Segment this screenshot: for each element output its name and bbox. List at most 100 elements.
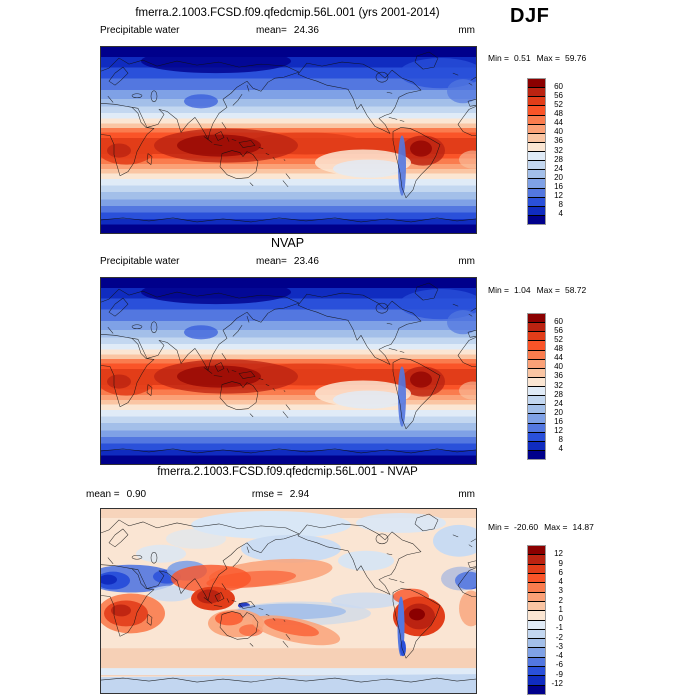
colorbar-cell	[528, 151, 545, 161]
colorbar-tick-label: 8	[558, 199, 563, 209]
panel1-field-label: Precipitable water	[100, 25, 180, 36]
colorbar-tick-label: 40	[554, 362, 563, 372]
colorbar-cell	[528, 205, 545, 215]
colorbar-tick-label: -12	[551, 678, 563, 688]
colorbar-tick-label: -9	[555, 669, 563, 679]
colorbar-tick-label: 28	[554, 154, 563, 164]
colorbar-cell	[528, 114, 545, 124]
colorbar-cell	[528, 314, 545, 323]
panel1-units: mm	[458, 25, 475, 36]
colorbar-tick-label: 28	[554, 389, 563, 399]
colorbar-cell	[528, 331, 545, 341]
colorbar-tick-label: 56	[554, 325, 563, 335]
colorbar-tick-label: 36	[554, 371, 563, 381]
colorbar-tick-label: 16	[554, 416, 563, 426]
colorbar-cell	[528, 132, 545, 142]
panel3-header: mean = 0.90 rmse = 2.94 mm	[86, 489, 475, 501]
colorbar-nvap-ticks: 60 56 52 48 44 40 36 32 28 24 20 16 12 8 4	[547, 313, 563, 458]
colorbar-tick-label: 24	[554, 398, 563, 408]
map-model-precipitable-water	[100, 46, 477, 234]
colorbar-tick-label: 16	[554, 181, 563, 191]
colorbar-cell	[528, 572, 545, 583]
colorbar-cell	[528, 322, 545, 332]
colorbar-tick-label: 20	[554, 172, 563, 182]
season-label: DJF	[510, 5, 550, 27]
colorbar-tick-label: 52	[554, 100, 563, 110]
colorbar-cell	[528, 413, 545, 423]
colorbar-cell	[528, 431, 545, 441]
colorbar-cell	[528, 563, 545, 573]
panel2-units: mm	[458, 256, 475, 267]
colorbar-cell	[528, 422, 545, 432]
panel2-mean-value: 23.46	[293, 256, 319, 267]
colorbar-tick-label: -4	[555, 650, 563, 660]
colorbar-cell	[528, 404, 545, 414]
colorbar-cell	[528, 684, 545, 694]
colorbar-tick-label: 56	[554, 90, 563, 100]
panel3-mean-value: 0.90	[126, 489, 147, 500]
panel3-rmse-value: 2.94	[289, 489, 310, 500]
panel2-minmax: Min = 1.04 Max = 58.72	[488, 285, 587, 295]
colorbar-cell	[528, 96, 545, 106]
colorbar-tick-label: 12	[554, 190, 563, 200]
colorbar-tick-label: 20	[554, 407, 563, 417]
colorbar-cell	[528, 656, 545, 667]
colorbar-cell	[528, 638, 545, 648]
panel2-min-value: 1.04	[514, 285, 531, 295]
colorbar-cell	[528, 214, 545, 224]
colorbar-tick-label: 0	[558, 613, 563, 623]
colorbar-difference	[527, 545, 546, 695]
colorbar-tick-label: 60	[554, 81, 563, 91]
colorbar-tick-label: 40	[554, 127, 563, 137]
panel1-min-value: 0.51	[514, 53, 531, 63]
colorbar-tick-label: -2	[555, 632, 563, 642]
colorbar-nvap	[527, 313, 546, 460]
colorbar-cell	[528, 666, 545, 676]
colorbar-tick-label: 12	[554, 425, 563, 435]
colorbar-cell	[528, 123, 545, 133]
colorbar-cell	[528, 169, 545, 179]
colorbar-cell	[528, 554, 545, 564]
colorbar-cell	[528, 141, 545, 151]
colorbar-cell	[528, 178, 545, 188]
colorbar-cell	[528, 349, 545, 359]
colorbar-tick-label: 3	[558, 586, 563, 596]
colorbar-cell	[528, 358, 545, 368]
panel3-mean: mean = 0.90	[86, 489, 147, 500]
colorbar-tick-label: 48	[554, 344, 563, 354]
colorbar-tick-label: 12	[554, 549, 563, 559]
colorbar-tick-label: 4	[558, 576, 563, 586]
colorbar-tick-label: 4	[558, 443, 563, 453]
colorbar-cell	[528, 582, 545, 592]
colorbar-tick-label: 6	[558, 567, 563, 577]
colorbar-tick-label: -1	[555, 623, 563, 633]
colorbar-tick-label: 4	[558, 208, 563, 218]
panel3-minmax: Min = -20.60 Max = 14.87	[488, 522, 594, 532]
colorbar-model-ticks: 60 56 52 48 44 40 36 32 28 24 20 16 12 8 4	[547, 78, 563, 223]
panel2-header: Precipitable water mean= 23.46 mm	[100, 256, 475, 268]
colorbar-cell	[528, 160, 545, 170]
colorbar-cell	[528, 395, 545, 405]
colorbar-tick-label: 32	[554, 145, 563, 155]
panel3-units: mm	[458, 489, 475, 500]
colorbar-cell	[528, 440, 545, 450]
panel1-mean-value: 24.36	[293, 25, 319, 36]
colorbar-tick-label: 8	[558, 434, 563, 444]
colorbar-cell	[528, 340, 545, 350]
panel2-max-value: 58.72	[564, 285, 587, 295]
panel2-field-label: Precipitable water	[100, 256, 180, 267]
colorbar-cell	[528, 546, 545, 555]
colorbar-cell	[528, 386, 545, 396]
colorbar-tick-label: -6	[555, 660, 563, 670]
colorbar-cell	[528, 367, 545, 377]
panel3-title: fmerra.2.1003.FCSD.f09.qfedcmip.56L.001 …	[157, 466, 418, 478]
colorbar-cell	[528, 187, 545, 197]
colorbar-tick-label: 1	[558, 604, 563, 614]
panel3-min-value: -20.60	[514, 522, 539, 532]
colorbar-tick-label: 24	[554, 163, 563, 173]
colorbar-cell	[528, 628, 545, 639]
colorbar-tick-label: 32	[554, 380, 563, 390]
colorbar-cell	[528, 196, 545, 206]
colorbar-model	[527, 78, 546, 225]
